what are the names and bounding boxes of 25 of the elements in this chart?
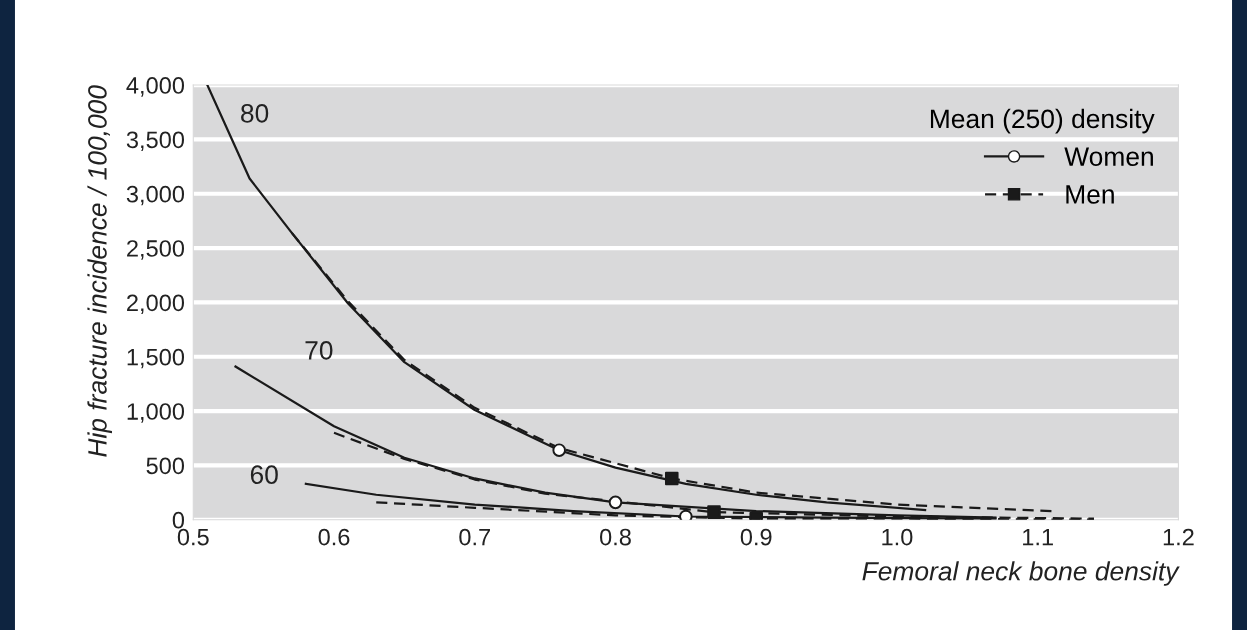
annotation: 60 <box>250 465 278 485</box>
x-tick-label: 0.5 <box>177 528 209 546</box>
x-tick-label: 1.2 <box>1163 528 1194 546</box>
y-tick-label: 3,000 <box>126 185 185 206</box>
y-tick-label: 2,000 <box>127 294 185 314</box>
y-tick-label: 2,500 <box>127 240 185 260</box>
x-tick-label: 1.0 <box>882 528 913 546</box>
y-tick-label: 1,500 <box>127 348 185 369</box>
legend-label: Women <box>1064 147 1153 166</box>
y-tick-label: 0 <box>172 511 185 529</box>
x-tick-label: 0.8 <box>600 528 631 546</box>
y-tick-label: 1,000 <box>127 403 185 423</box>
annotation: 80 <box>241 104 269 123</box>
annotation: 70 <box>305 341 333 360</box>
y-tick-label: 4,000 <box>126 77 185 97</box>
x-tick-label: 0.7 <box>459 528 490 546</box>
y-axis-title: Hip fracture incidence / 100,000 <box>87 85 112 457</box>
x-tick-label: 0.6 <box>318 528 350 546</box>
y-tick-label: 500 <box>146 457 185 475</box>
legend-label: Men <box>1066 185 1114 204</box>
legend-title: Mean (250) density <box>930 108 1155 134</box>
x-axis-title: Femoral neck bone density <box>862 561 1180 586</box>
x-tick-label: 1.1 <box>1023 528 1053 546</box>
y-tick-label: 3,500 <box>126 131 185 151</box>
x-tick-label: 0.9 <box>740 528 772 546</box>
